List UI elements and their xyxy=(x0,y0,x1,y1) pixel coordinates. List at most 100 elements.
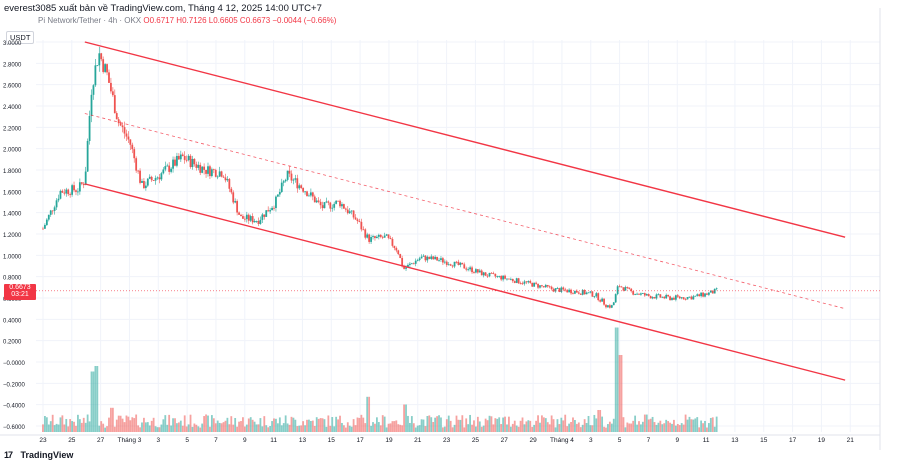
volume-bar xyxy=(673,419,675,432)
volume-bar xyxy=(263,416,266,432)
candle-body xyxy=(294,178,297,180)
volume-bar xyxy=(568,423,571,432)
candle-body xyxy=(276,194,279,197)
candle-body xyxy=(498,275,501,277)
x-tick-label: 17 xyxy=(356,437,364,444)
volume-bar xyxy=(288,424,291,432)
candle-body xyxy=(92,85,95,95)
candle-body xyxy=(203,166,206,170)
volume-bar xyxy=(527,420,530,432)
volume-bar xyxy=(57,424,60,432)
candle-body xyxy=(323,202,326,209)
volume-bar xyxy=(610,423,613,432)
volume-bar xyxy=(442,427,444,432)
candle-body xyxy=(110,82,112,92)
candle-body xyxy=(205,169,207,174)
candle-body xyxy=(220,171,223,177)
volume-bar xyxy=(296,426,299,432)
candle-body xyxy=(455,261,458,263)
volume-bar xyxy=(292,417,295,432)
volume-bar xyxy=(102,423,105,432)
candle-body xyxy=(667,294,670,297)
volume-bar xyxy=(352,419,355,432)
y-tick-label: 1.2000 xyxy=(3,233,22,239)
candle-body xyxy=(117,119,120,124)
price-chart[interactable]: 3.0000 2.8000 2.6000 2.4000 2.2000 2.0000 1.80… xyxy=(0,0,900,450)
candle-body xyxy=(643,293,646,296)
candle-body xyxy=(67,189,70,195)
volume-bar xyxy=(335,416,338,432)
candle-body xyxy=(263,214,266,217)
candle-body xyxy=(632,291,635,295)
volume-bar xyxy=(59,417,62,432)
tradingview-logo[interactable]: 17 TradingView xyxy=(4,450,73,460)
candle-body xyxy=(399,254,402,259)
candle-body xyxy=(476,269,479,273)
volume-bar xyxy=(585,423,588,432)
candle-body xyxy=(467,269,470,271)
candle-body xyxy=(191,158,194,168)
volume-bar xyxy=(376,417,378,432)
volume-bar xyxy=(249,417,252,432)
candle-body xyxy=(511,278,514,282)
candle-body xyxy=(548,286,551,288)
candle-body xyxy=(445,261,448,265)
candle-body xyxy=(624,287,627,291)
volume-bar xyxy=(98,425,101,432)
candle-body xyxy=(603,298,605,305)
volume-bar xyxy=(346,422,349,432)
volume-bar xyxy=(552,419,555,432)
y-tick-label: −0.2000 xyxy=(3,382,26,388)
candle-body xyxy=(327,201,330,203)
volume-bar xyxy=(111,407,114,432)
candle-body xyxy=(255,220,258,222)
y-tick-label: 3.0000 xyxy=(3,41,22,47)
candle-body xyxy=(152,180,155,181)
candle-body xyxy=(494,273,497,277)
candle-body xyxy=(385,234,388,236)
volume-bar xyxy=(447,415,450,432)
volume-bar xyxy=(275,418,277,432)
candle-body xyxy=(451,265,454,267)
volume-bar xyxy=(179,420,182,432)
x-tick-label: Tháng 4 xyxy=(550,437,574,444)
candle-body xyxy=(513,281,516,283)
candle-body xyxy=(638,293,640,295)
x-tick-label: 11 xyxy=(270,437,277,444)
x-tick-label: 23 xyxy=(443,437,451,444)
x-tick-label: 25 xyxy=(472,437,480,444)
candle-body xyxy=(168,165,171,172)
volume-bar xyxy=(282,423,285,432)
candle-body xyxy=(709,290,712,293)
volume-bar xyxy=(88,421,91,432)
volume-bar xyxy=(640,424,642,432)
symbol-legend[interactable]: Pi Network/Tether · 4h · OKX O0.6717 H0.… xyxy=(38,16,336,25)
candle-body xyxy=(71,185,73,195)
candle-body xyxy=(694,295,697,297)
candle-body xyxy=(395,248,398,251)
candle-body xyxy=(556,288,559,289)
tradingview-logo-icon: 17 xyxy=(4,450,13,460)
volume-bar xyxy=(564,414,567,432)
candle-body xyxy=(61,190,64,193)
volume-bar xyxy=(696,417,699,432)
candle-body xyxy=(106,64,108,73)
volume-bar xyxy=(278,417,281,432)
volume-bar xyxy=(422,419,425,432)
candle-body xyxy=(550,286,553,290)
price-unit-tag[interactable]: USDT xyxy=(6,31,35,44)
candle-body xyxy=(661,296,664,298)
candle-body xyxy=(127,136,130,140)
candle-body xyxy=(86,140,89,172)
candle-body xyxy=(702,292,704,297)
x-tick-label: 3 xyxy=(156,437,160,444)
volume-bar xyxy=(63,424,66,432)
candle-body xyxy=(690,296,693,300)
y-tick-label: 1.6000 xyxy=(3,190,22,196)
volume-bar xyxy=(77,414,79,432)
candle-body xyxy=(261,214,264,220)
candle-body xyxy=(162,169,165,174)
candle-body xyxy=(331,207,334,209)
candle-body xyxy=(45,219,48,225)
candle-body xyxy=(329,202,332,209)
